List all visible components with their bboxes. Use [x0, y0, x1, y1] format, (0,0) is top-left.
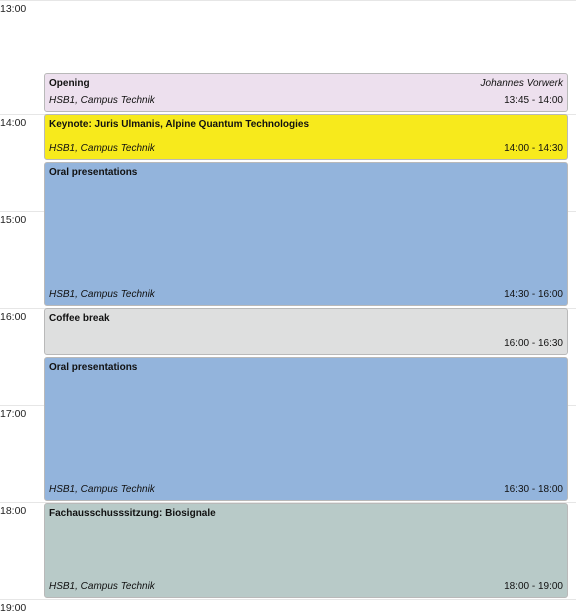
hour-label: 17:00 [0, 408, 27, 420]
event-oral-presentations[interactable]: Oral presentations HSB1, Campus Technik … [44, 357, 568, 501]
event-time: 16:30 - 18:00 [504, 484, 563, 495]
event-time: 13:45 - 14:00 [504, 95, 563, 106]
event-oral-presentations[interactable]: Oral presentations HSB1, Campus Technik … [44, 162, 568, 306]
hour-row-19: 19:00 [0, 599, 576, 614]
event-title: Opening [49, 78, 90, 89]
hour-row-18: 18:00 [0, 502, 576, 600]
event-title: Coffee break [49, 313, 110, 324]
hour-label: 16:00 [0, 311, 27, 323]
event-location: HSB1, Campus Technik [49, 143, 155, 154]
hour-label: 19:00 [0, 602, 27, 614]
event-time: 14:30 - 16:00 [504, 289, 563, 300]
event-location: HSB1, Campus Technik [49, 484, 155, 495]
event-title: Fachausschusssitzung: Biosignale [49, 508, 216, 519]
event-title: Oral presentations [49, 167, 138, 178]
event-title: Oral presentations [49, 362, 138, 373]
event-fachausschusssitzung[interactable]: Fachausschusssitzung: Biosignale HSB1, C… [44, 503, 568, 598]
event-location: HSB1, Campus Technik [49, 95, 155, 106]
event-location: HSB1, Campus Technik [49, 289, 155, 300]
hour-label: 18:00 [0, 505, 27, 517]
event-time: 16:00 - 16:30 [504, 338, 563, 349]
hour-label: 13:00 [0, 3, 27, 15]
hour-label: 14:00 [0, 117, 27, 129]
event-time: 18:00 - 19:00 [504, 581, 563, 592]
event-coffee-break[interactable]: Coffee break 16:00 - 16:30 [44, 308, 568, 355]
hour-label: 15:00 [0, 214, 27, 226]
event-keynote[interactable]: Keynote: Juris Ulmanis, Alpine Quantum T… [44, 114, 568, 160]
event-title: Keynote: Juris Ulmanis, Alpine Quantum T… [49, 119, 310, 130]
event-speaker: Johannes Vorwerk [480, 78, 563, 89]
event-time: 14:00 - 14:30 [504, 143, 563, 154]
event-location: HSB1, Campus Technik [49, 581, 155, 592]
event-opening[interactable]: Opening Johannes Vorwerk HSB1, Campus Te… [44, 73, 568, 112]
hour-row-13: 13:00 [0, 0, 576, 118]
